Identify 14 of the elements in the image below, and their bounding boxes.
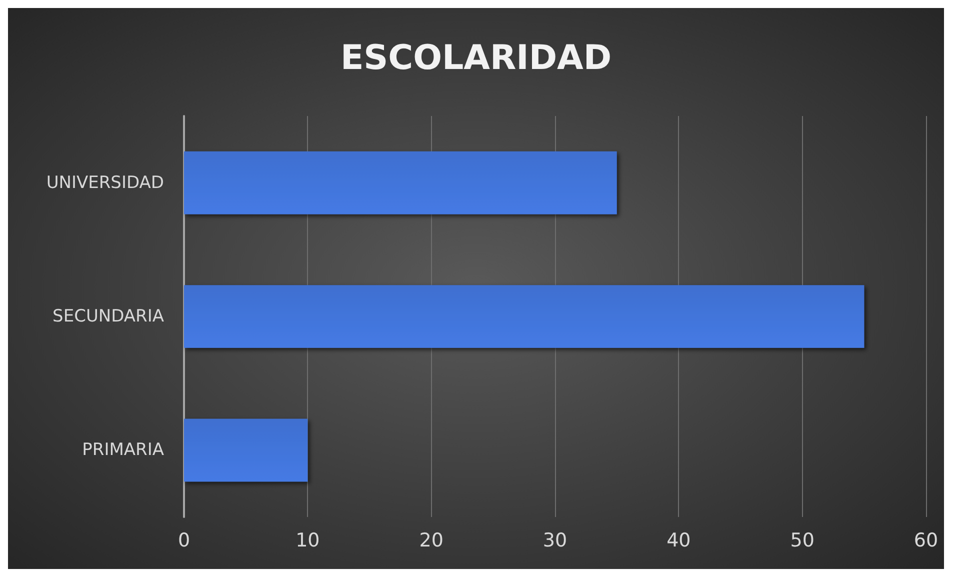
- x-tick-label: 30: [542, 530, 568, 552]
- x-tick-label: 60: [914, 530, 938, 552]
- x-tick-label: 40: [666, 530, 691, 552]
- y-tick-label: SECUNDARIA: [52, 306, 164, 326]
- x-tick-label: 20: [419, 530, 444, 552]
- y-tick-label: UNIVERSIDAD: [46, 172, 164, 193]
- bar: [184, 151, 617, 214]
- x-tick-label: 10: [296, 530, 320, 552]
- chart-title: ESCOLARIDAD: [340, 38, 612, 78]
- bar: [184, 418, 308, 482]
- y-tick-label: PRIMARIA: [82, 440, 164, 460]
- x-tick-label: 0: [178, 530, 190, 552]
- bar: [184, 285, 864, 348]
- x-tick-label: 50: [790, 530, 814, 552]
